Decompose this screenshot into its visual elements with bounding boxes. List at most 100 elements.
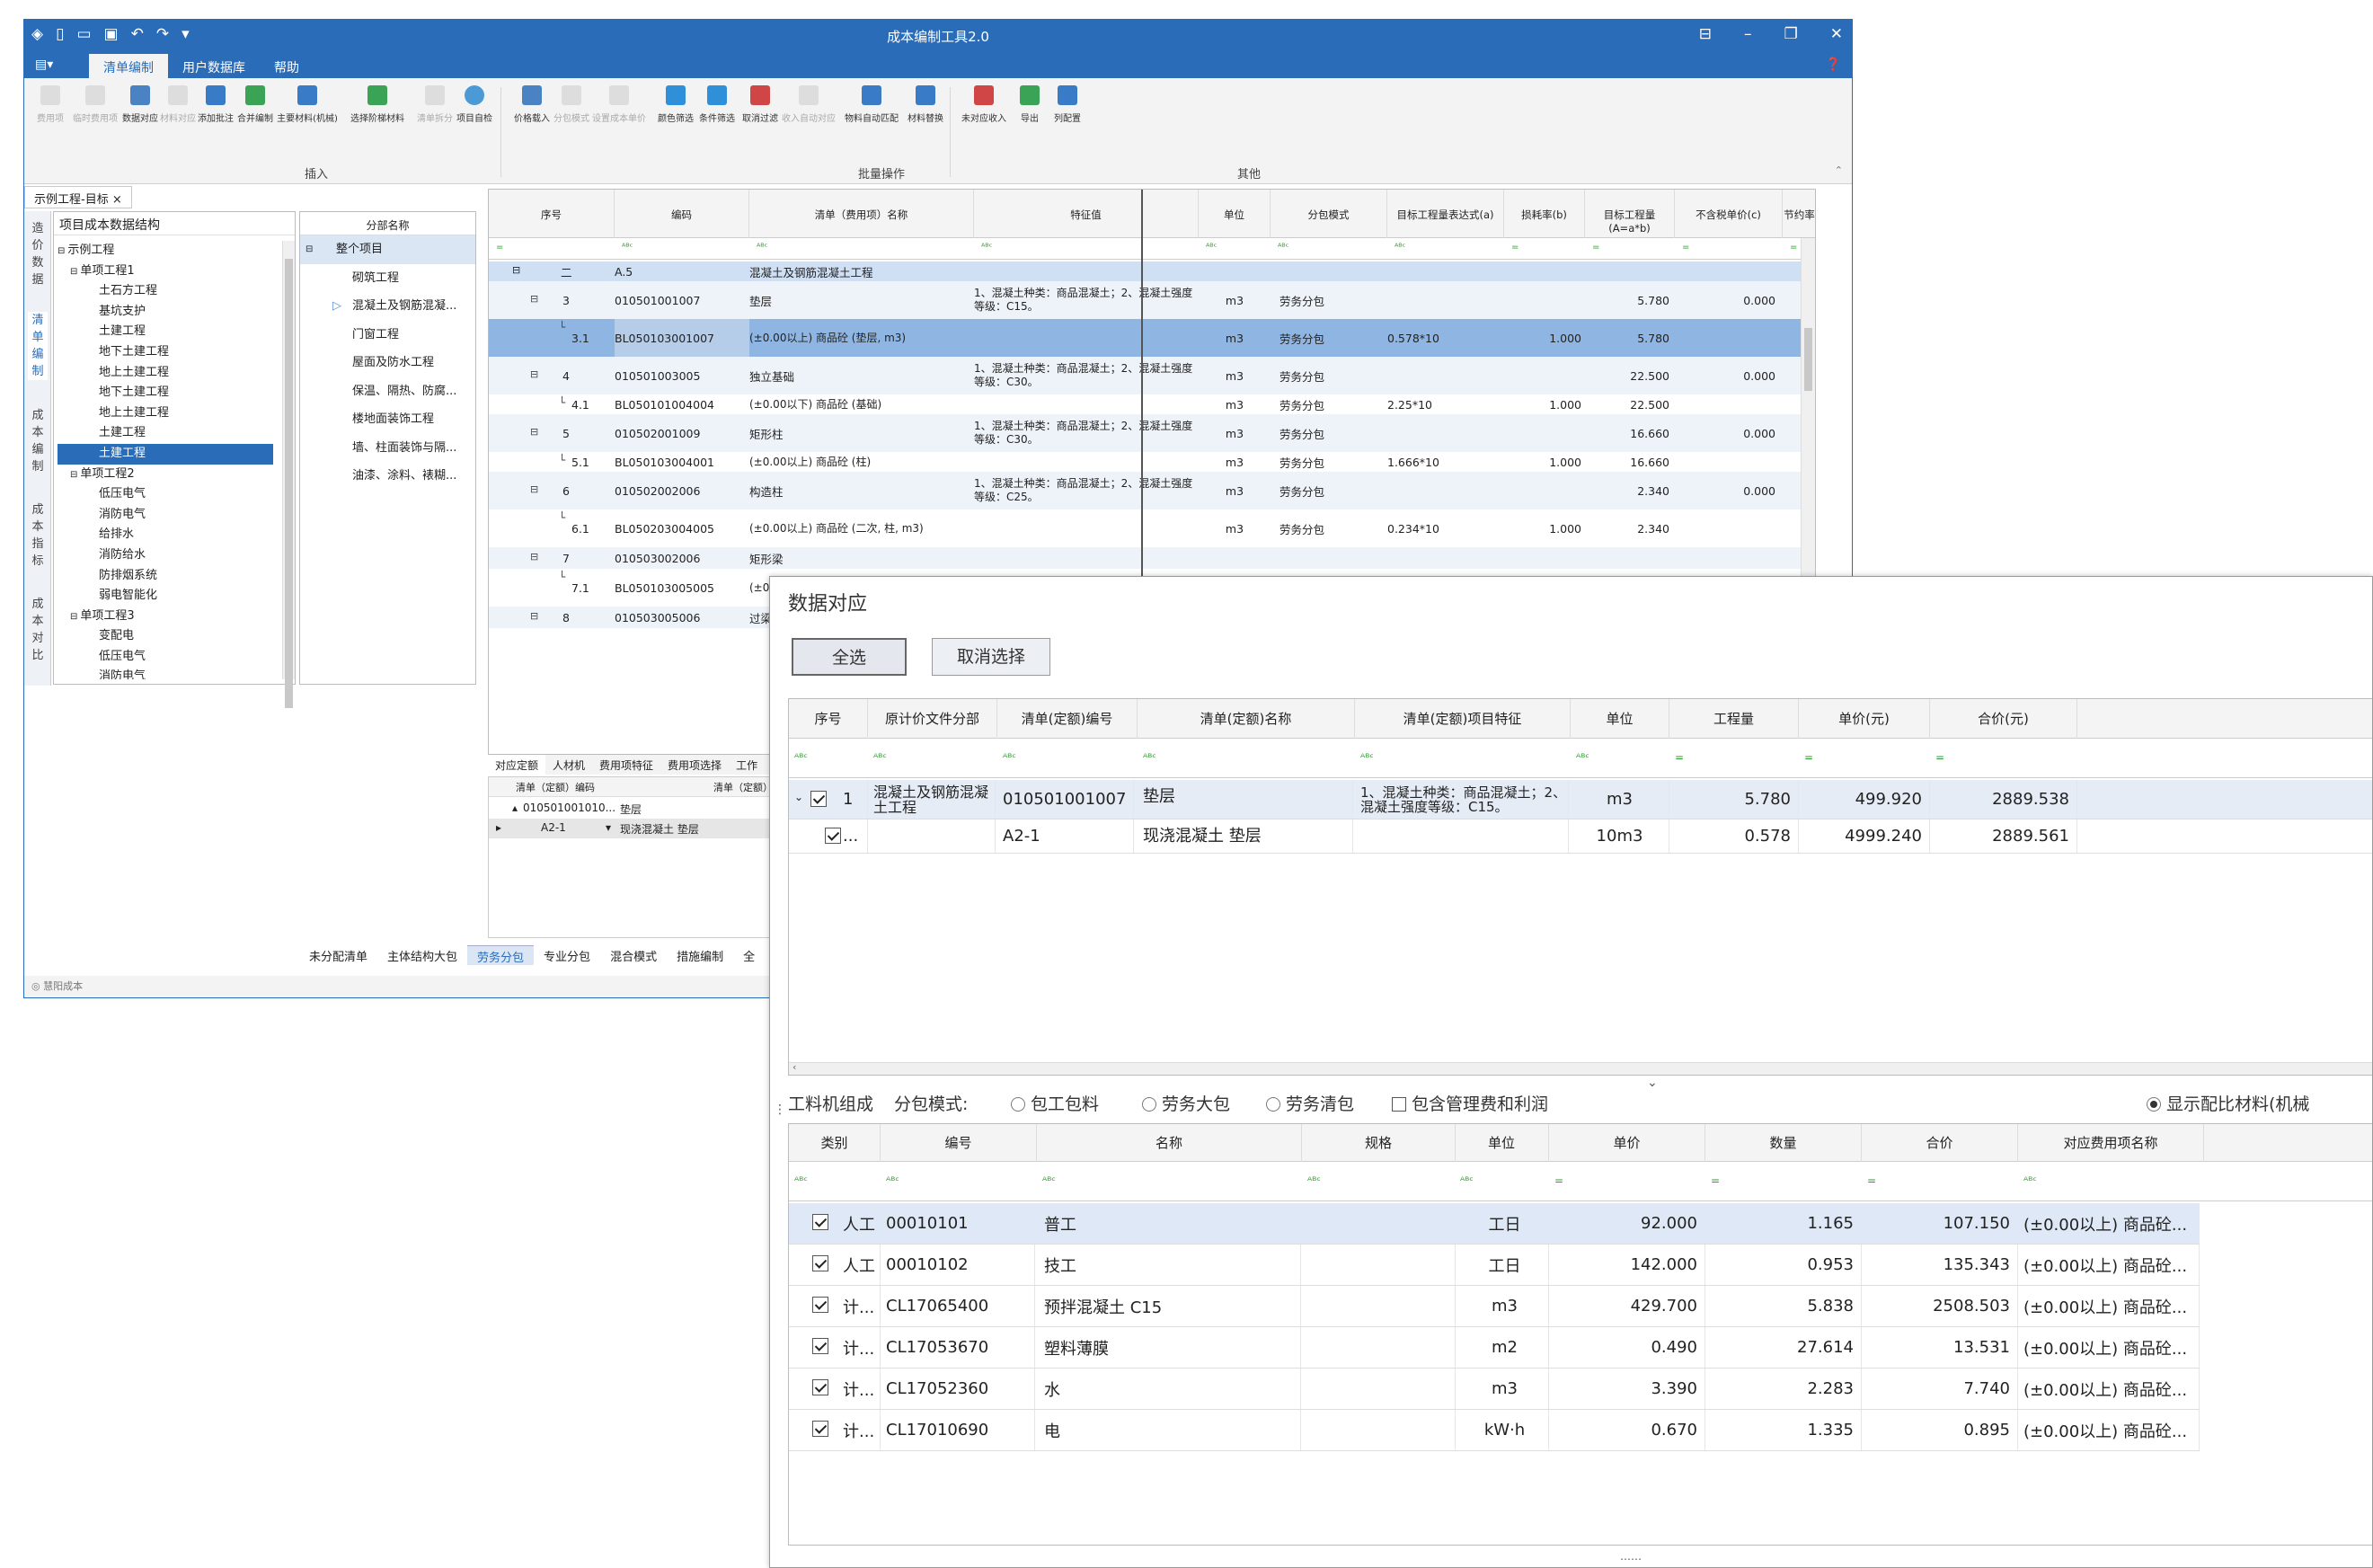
detail-tab[interactable]: 工作 bbox=[736, 759, 758, 772]
bill-row[interactable]: 5.1 BL050103004001 (±0.00以上) 商品砼 (柱) m3 劳务分包… bbox=[489, 452, 1815, 472]
bottom-tab[interactable]: 措施编制 bbox=[677, 951, 724, 964]
row-checkbox[interactable] bbox=[812, 1379, 828, 1395]
collapse-icon[interactable]: ⊟ bbox=[70, 611, 78, 622]
export-button[interactable]: 导出 bbox=[1005, 85, 1054, 124]
bill-col-header[interactable]: 不含税单价(c) bbox=[1675, 190, 1783, 238]
tree-node[interactable]: 地下土建工程 bbox=[58, 342, 273, 363]
match-col-header[interactable]: 单位 bbox=[1571, 699, 1669, 739]
bill-col-header[interactable]: 编码 bbox=[615, 190, 749, 238]
bill-col-header[interactable]: 节约率 bbox=[1783, 190, 1815, 238]
unmatched-income-button[interactable]: 未对应收入 bbox=[957, 85, 1011, 124]
redo-icon[interactable]: ↷ bbox=[155, 25, 170, 43]
row-checkbox[interactable] bbox=[825, 828, 841, 844]
new-file-icon[interactable]: ▯ bbox=[56, 25, 65, 43]
material-match-button[interactable]: 材料对应 bbox=[154, 85, 202, 124]
collapse-icon[interactable]: ⊟ bbox=[530, 551, 539, 563]
material-col-header[interactable]: 数量 bbox=[1705, 1124, 1862, 1162]
filter-icon[interactable]: = bbox=[1554, 1174, 1564, 1187]
bottom-tab[interactable]: 主体结构大包 bbox=[387, 951, 458, 964]
close-tab-icon[interactable]: × bbox=[111, 193, 122, 207]
tree-node[interactable]: 地上土建工程 bbox=[58, 363, 273, 384]
project-tree[interactable]: ⊟ 示例工程 ⊟ 单项工程1 土石方工程 基坑支护 土建工程 地下土建工程 地上土建工程 地下土建… bbox=[58, 241, 273, 679]
material-replace-button[interactable]: 材料替换 bbox=[901, 85, 950, 124]
material-col-header[interactable]: 类别 bbox=[789, 1124, 881, 1162]
minimize-icon[interactable]: – bbox=[1744, 25, 1752, 43]
tree-node[interactable]: 消防电气 bbox=[58, 505, 273, 526]
data-match-button[interactable]: 数据对应 bbox=[116, 85, 164, 124]
bill-row[interactable]: 4.1 BL050101004004 (±0.00以下) 商品砼 (基础) m3 劳务分… bbox=[489, 394, 1815, 414]
collapse-icon[interactable]: ⊟ bbox=[530, 483, 539, 495]
material-grid-filter-row[interactable]: ᴬᴮᶜ ᴬᴮᶜ ᴬᴮᶜ ᴬᴮᶜ ᴬᴮᶜ = = = ᴬᴮᶜ bbox=[789, 1162, 2372, 1201]
material-row[interactable]: 计... CL17065400 预拌混凝土 C15 m3 429.700 5.838 250… bbox=[789, 1286, 2200, 1327]
section-item[interactable]: 屋面及防水工程 bbox=[300, 349, 475, 377]
filter-icon[interactable]: ᴬᴮᶜ bbox=[1206, 243, 1217, 252]
section-item[interactable]: 砌筑工程 bbox=[300, 264, 475, 293]
bottom-tab[interactable]: 全 bbox=[743, 951, 756, 964]
material-col-header[interactable]: 名称 bbox=[1037, 1124, 1302, 1162]
document-tab[interactable]: 示例工程-目标 × bbox=[24, 186, 132, 208]
filter-icon[interactable]: = bbox=[1682, 243, 1690, 252]
collapse-icon[interactable]: ⊟ bbox=[70, 266, 78, 277]
filter-icon[interactable]: = bbox=[1935, 751, 1945, 764]
row-checkbox[interactable] bbox=[812, 1297, 828, 1313]
column-config-button[interactable]: 列配置 bbox=[1043, 85, 1092, 124]
maximize-icon[interactable]: ❐ bbox=[1784, 25, 1798, 43]
bill-col-header[interactable]: 特征值 bbox=[974, 190, 1199, 238]
tree-node[interactable]: 土石方工程 bbox=[58, 281, 273, 302]
main-material-button[interactable]: 主要材料(机械) bbox=[274, 85, 341, 124]
undo-icon[interactable]: ↶ bbox=[130, 25, 144, 43]
filter-icon[interactable]: ᴬᴮᶜ bbox=[1003, 751, 1016, 764]
radio-labor-material[interactable]: 包工包料 bbox=[1011, 1091, 1099, 1115]
match-row[interactable]: ⌄ 1 混凝土及钢筋混凝土工程 010501001007 垫层 1、混凝土种类：商品混凝土… bbox=[789, 780, 2372, 819]
bill-row[interactable]: 3 010501001007 垫层 1、混凝土种类：商品混凝土；2、混凝土强度等级：C… bbox=[489, 281, 1815, 319]
tab-cost-data[interactable]: 造价数据 bbox=[31, 222, 44, 287]
bill-col-header[interactable]: 单位 bbox=[1199, 190, 1271, 238]
filter-icon[interactable]: = bbox=[1675, 751, 1685, 764]
detail-tab[interactable]: 对应定额 bbox=[488, 755, 546, 775]
tab-cost-edit[interactable]: 成本编制 bbox=[31, 409, 44, 474]
tree-node[interactable]: ⊟ 单项工程3 bbox=[58, 607, 273, 627]
close-icon[interactable]: ✕ bbox=[1829, 25, 1843, 43]
tree-node[interactable]: 基坑支护 bbox=[58, 302, 273, 323]
expand-icon[interactable]: ▴ bbox=[512, 802, 518, 814]
side-splitter-icon[interactable]: ⋮ bbox=[774, 1103, 786, 1117]
open-folder-icon[interactable]: ▭ bbox=[76, 25, 92, 43]
customize-icon[interactable]: ▾ bbox=[182, 25, 190, 43]
deselect-button[interactable]: 取消选择 bbox=[932, 638, 1050, 676]
row-checkbox[interactable] bbox=[810, 791, 827, 807]
tree-node[interactable]: ⊟ 单项工程1 bbox=[58, 261, 273, 282]
match-col-header[interactable]: 工程量 bbox=[1669, 699, 1799, 739]
section-item[interactable]: ⊟ 整个项目 bbox=[300, 235, 475, 264]
material-row[interactable]: 计... CL17053670 塑料薄膜 m2 0.490 27.614 13.531 (±0… bbox=[789, 1327, 2200, 1369]
collapse-icon[interactable]: ⊟ bbox=[305, 244, 314, 254]
section-item[interactable]: 楼地面装饰工程 bbox=[300, 405, 475, 434]
tree-node[interactable]: 消防电气 bbox=[58, 667, 273, 679]
filter-icon[interactable]: = bbox=[1592, 243, 1600, 252]
tab-user-db[interactable]: 用户数据库 bbox=[182, 61, 245, 75]
detail-tab[interactable]: 费用项特征 bbox=[599, 759, 654, 772]
tab-cost-compare[interactable]: 成本对比 bbox=[31, 598, 44, 662]
collapse-icon[interactable]: ⊟ bbox=[58, 246, 66, 256]
match-col-header[interactable]: 原计价文件分部 bbox=[868, 699, 997, 739]
filter-icon[interactable]: ᴬᴮᶜ bbox=[2023, 1174, 2037, 1187]
tree-scrollbar[interactable] bbox=[282, 241, 295, 708]
bill-col-header[interactable]: 目标工程量(A=a*b) bbox=[1585, 190, 1675, 238]
filter-icon[interactable]: ᴬᴮᶜ bbox=[794, 751, 808, 764]
filter-icon[interactable]: ᴬᴮᶜ bbox=[1395, 243, 1406, 252]
row-checkbox[interactable] bbox=[812, 1255, 828, 1271]
filter-icon[interactable]: ᴬᴮᶜ bbox=[1307, 1174, 1321, 1187]
filter-icon[interactable]: ᴬᴮᶜ bbox=[622, 243, 633, 252]
match-col-header[interactable]: 清单(定额)编号 bbox=[997, 699, 1138, 739]
section-item[interactable]: 墙、柱面装饰与隔... bbox=[300, 434, 475, 463]
step-material-button[interactable]: 选择阶梯材料 bbox=[344, 85, 411, 124]
app-menu-icon[interactable]: ◈ bbox=[31, 25, 44, 43]
bill-row[interactable]: 4 010501003005 独立基础 1、混凝土种类：商品混凝土；2、混凝土强度等级… bbox=[489, 357, 1815, 394]
match-grid-hscroll[interactable]: ‹ bbox=[789, 1061, 2372, 1075]
bottom-tab[interactable]: 未分配清单 bbox=[309, 951, 368, 964]
material-col-header[interactable]: 单位 bbox=[1455, 1124, 1549, 1162]
match-col-header[interactable]: 序号 bbox=[789, 699, 868, 739]
collapse-icon[interactable]: ⊟ bbox=[530, 368, 539, 380]
tree-node[interactable]: 弱电智能化 bbox=[58, 586, 273, 607]
section-item[interactable]: 门窗工程 bbox=[300, 321, 475, 350]
save-icon[interactable]: ▣ bbox=[103, 25, 119, 43]
